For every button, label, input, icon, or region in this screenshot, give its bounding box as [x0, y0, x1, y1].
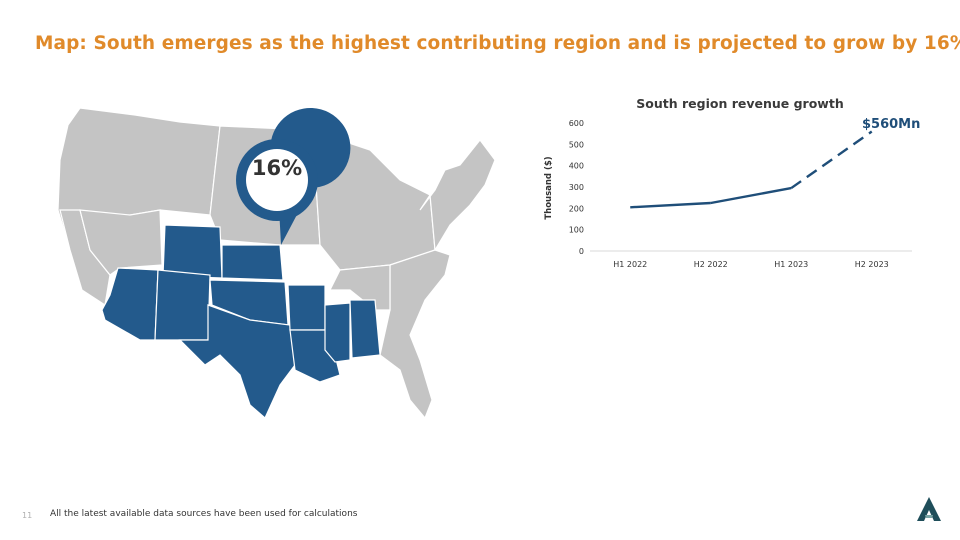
footnote: All the latest available data sources ha… [50, 509, 358, 519]
x-tick-label: H2 2023 [855, 260, 889, 269]
x-tick-label: H1 2023 [774, 260, 808, 269]
y-tick-label: 400 [569, 162, 584, 171]
us-south-region-map [57, 107, 496, 420]
arkansas [287, 284, 326, 331]
page-title: Map: South emerges as the highest contri… [35, 33, 960, 54]
projected-line-segment [790, 130, 873, 190]
revenue-growth-line-chart: Thousand ($) 0 100 200 300 400 500 600 H1 2022… [544, 119, 912, 269]
alabama [349, 299, 381, 359]
y-axis-label: Thousand ($) [544, 156, 554, 219]
arizona [101, 267, 159, 341]
colorado [162, 224, 223, 279]
x-tick-label: H2 2022 [694, 260, 728, 269]
y-tick-label: 200 [569, 204, 584, 213]
growth-callout-value: 16% [251, 156, 303, 180]
y-tick-label: 100 [569, 226, 584, 235]
y-axis-ticks: 0 100 200 300 400 500 600 [569, 119, 584, 256]
chart-title: South region revenue growth [636, 96, 844, 111]
growth-callout-pin [236, 108, 351, 245]
mississippi [324, 302, 351, 363]
y-tick-label: 500 [569, 140, 584, 149]
series-lines [630, 130, 873, 209]
y-tick-label: 600 [569, 119, 584, 128]
southeast-states [379, 249, 451, 420]
page-number: 11 [22, 511, 33, 520]
new-mexico [154, 269, 211, 341]
nevada-utah [79, 209, 163, 276]
x-tick-label: H1 2022 [613, 260, 647, 269]
kansas [221, 244, 284, 281]
y-tick-label: 0 [579, 247, 584, 256]
y-tick-label: 300 [569, 183, 584, 192]
actual-line-segment [630, 201, 711, 209]
actual-line-segment [710, 186, 792, 205]
x-axis-ticks: H1 2022 H2 2022 H1 2023 H2 2023 [613, 260, 889, 269]
company-logo [917, 497, 941, 521]
northeast-states [419, 139, 496, 252]
projected-value-annotation: $560Mn [862, 117, 921, 132]
south-region-states [101, 224, 381, 419]
